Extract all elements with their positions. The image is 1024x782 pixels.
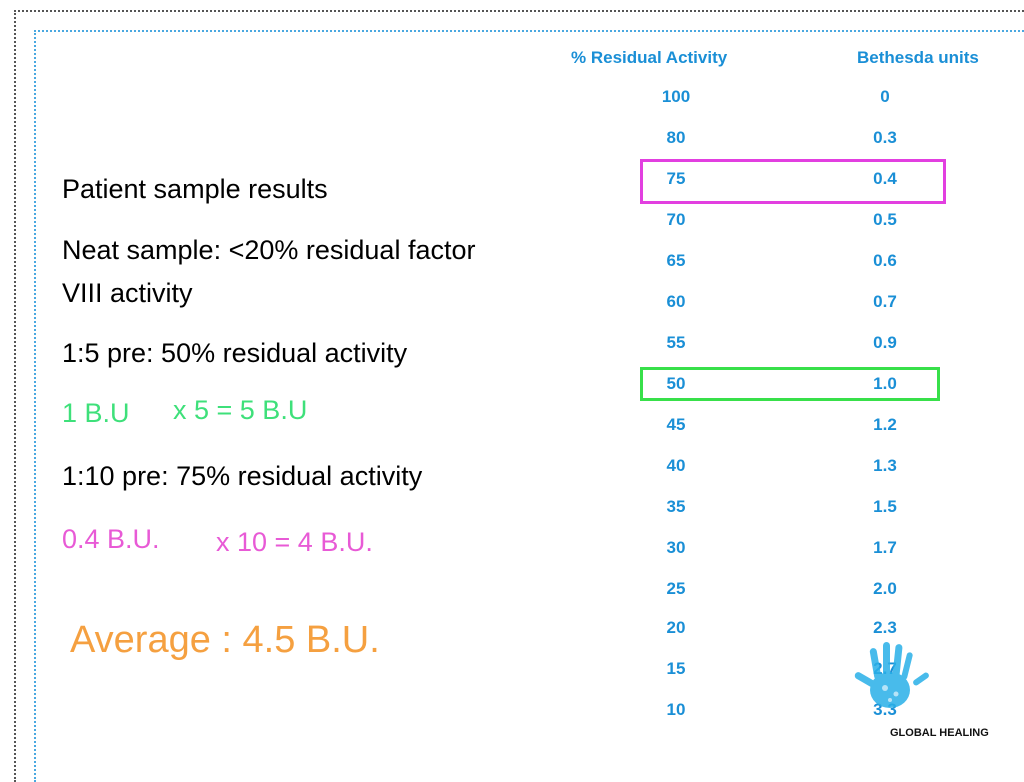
header-residual-activity: % Residual Activity [571, 48, 728, 67]
highlight-box-75 [640, 159, 946, 204]
residual-cell: 25 [666, 579, 686, 598]
residual-cell: 20 [666, 618, 686, 637]
slide-inner-border [34, 30, 1024, 782]
bu-cell: 2.3 [873, 618, 897, 637]
residual-cell: 55 [666, 333, 686, 352]
bu-cell: 1.5 [873, 497, 897, 516]
residual-cell: 60 [666, 292, 686, 311]
slide-outer-border [14, 10, 1024, 782]
residual-cell: 15 [666, 659, 686, 678]
dilution-5-line: 1:5 pre: 50% residual activity [62, 338, 408, 368]
neat-sample-line1: Neat sample: <20% residual factor [62, 235, 476, 265]
residual-cell: 45 [666, 415, 686, 434]
bu-cell: 0.3 [873, 128, 897, 147]
residual-cell: 80 [666, 128, 686, 147]
residual-cell: 65 [666, 251, 686, 270]
residual-cell: 10 [666, 700, 686, 719]
bu-cell: 1.2 [873, 415, 897, 434]
bu-cell: 2.0 [873, 579, 897, 598]
neat-sample-line2: VIII activity [62, 278, 193, 308]
dilution-5-calc: x 5 = 5 B.U [173, 395, 308, 425]
residual-cell: 35 [666, 497, 686, 516]
logo-text: GLOBAL HEALING [890, 727, 989, 739]
residual-cell: 40 [666, 456, 686, 475]
handprint-icon [854, 642, 929, 708]
bu-cell: 0 [880, 87, 890, 106]
bu-cell: 0.7 [873, 292, 897, 311]
residual-cell: 75 [666, 169, 686, 188]
dilution-10-line: 1:10 pre: 75% residual activity [62, 461, 423, 491]
bu-cell: 0.4 [873, 169, 897, 188]
highlight-box-50 [640, 367, 940, 401]
average-result: Average : 4.5 B.U. [70, 619, 380, 661]
bu-cell: 0.9 [873, 333, 897, 352]
residual-cell: 30 [666, 538, 686, 557]
dilution-10-bu: 0.4 B.U. [62, 524, 160, 554]
dilution-10-calc: x 10 = 4 B.U. [216, 527, 373, 557]
bu-cell: 0.6 [873, 251, 897, 270]
bu-cell: 1.0 [873, 374, 897, 393]
bu-cell: 1.3 [873, 456, 897, 475]
residual-cell: 50 [666, 374, 686, 393]
bu-cell: 0.5 [873, 210, 897, 229]
results-heading: Patient sample results [62, 174, 328, 204]
dilution-5-bu: 1 B.U [62, 398, 130, 428]
bu-cell: 1.7 [873, 538, 897, 557]
header-bethesda-units: Bethesda units [857, 48, 979, 67]
residual-cell: 70 [666, 210, 686, 229]
residual-cell: 100 [661, 87, 691, 106]
